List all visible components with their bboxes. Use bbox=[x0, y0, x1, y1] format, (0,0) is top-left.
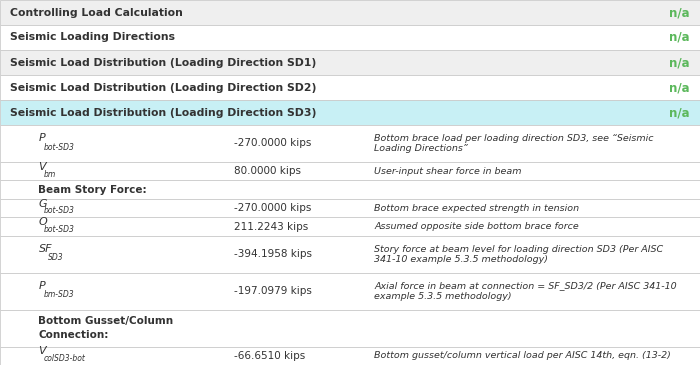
Bar bbox=[0, 100, 700, 125]
Text: P: P bbox=[38, 133, 46, 143]
Text: G: G bbox=[38, 199, 47, 209]
Text: n/a: n/a bbox=[669, 31, 690, 44]
Bar bbox=[0, 180, 700, 199]
Text: Seismic Load Distribution (Loading Direction SD2): Seismic Load Distribution (Loading Direc… bbox=[10, 82, 317, 92]
Text: -270.0000 kips: -270.0000 kips bbox=[234, 203, 312, 213]
Bar bbox=[0, 0, 700, 25]
Text: Seismic Load Distribution (Loading Direction SD3): Seismic Load Distribution (Loading Direc… bbox=[10, 108, 317, 118]
Text: Assumed opposite side bottom brace force: Assumed opposite side bottom brace force bbox=[374, 222, 580, 231]
Text: bm: bm bbox=[44, 170, 56, 178]
Text: colSD3-bot: colSD3-bot bbox=[44, 354, 86, 363]
Bar bbox=[0, 273, 700, 310]
Text: bm-SD3: bm-SD3 bbox=[44, 290, 75, 299]
Text: n/a: n/a bbox=[669, 81, 690, 94]
Text: -197.0979 kips: -197.0979 kips bbox=[234, 286, 312, 296]
Bar bbox=[0, 346, 700, 365]
Bar bbox=[0, 50, 700, 75]
Text: Beam Story Force:: Beam Story Force: bbox=[38, 185, 147, 195]
Text: P: P bbox=[38, 281, 46, 291]
Bar bbox=[0, 125, 700, 162]
Text: Seismic Loading Directions: Seismic Loading Directions bbox=[10, 32, 176, 42]
Text: bot-SD3: bot-SD3 bbox=[44, 143, 75, 151]
Bar bbox=[0, 162, 700, 180]
Bar bbox=[0, 236, 700, 273]
Text: 341-10 example 5.3.5 methodology): 341-10 example 5.3.5 methodology) bbox=[374, 255, 549, 264]
Text: Loading Directions”: Loading Directions” bbox=[374, 144, 468, 153]
Text: V: V bbox=[38, 346, 46, 356]
Bar bbox=[0, 217, 700, 236]
Text: Connection:: Connection: bbox=[38, 330, 109, 340]
Text: 211.2243 kips: 211.2243 kips bbox=[234, 222, 309, 231]
Text: SF: SF bbox=[38, 244, 52, 254]
Text: Bottom gusset/column vertical load per AISC 14th, eqn. (13-2): Bottom gusset/column vertical load per A… bbox=[374, 351, 671, 360]
Text: -66.6510 kips: -66.6510 kips bbox=[234, 351, 306, 361]
Bar bbox=[0, 310, 700, 346]
Text: Bottom brace load per loading direction SD3, see “Seismic: Bottom brace load per loading direction … bbox=[374, 134, 654, 143]
Text: -394.1958 kips: -394.1958 kips bbox=[234, 249, 312, 259]
Text: bot-SD3: bot-SD3 bbox=[44, 225, 75, 234]
Text: Axial force in beam at connection = SF_SD3/2 (Per AISC 341-10: Axial force in beam at connection = SF_S… bbox=[374, 281, 677, 291]
Text: Bottom Gusset/Column: Bottom Gusset/Column bbox=[38, 316, 174, 326]
Bar bbox=[0, 75, 700, 100]
Text: n/a: n/a bbox=[669, 106, 690, 119]
Text: Seismic Load Distribution (Loading Direction SD1): Seismic Load Distribution (Loading Direc… bbox=[10, 58, 316, 68]
Text: V: V bbox=[38, 162, 46, 172]
Text: n/a: n/a bbox=[669, 6, 690, 19]
Text: n/a: n/a bbox=[669, 56, 690, 69]
Text: Story force at beam level for loading direction SD3 (Per AISC: Story force at beam level for loading di… bbox=[374, 245, 664, 254]
Text: SD3: SD3 bbox=[48, 253, 63, 262]
Text: User-input shear force in beam: User-input shear force in beam bbox=[374, 167, 522, 176]
Bar bbox=[0, 25, 700, 50]
Text: -270.0000 kips: -270.0000 kips bbox=[234, 138, 312, 149]
Text: bot-SD3: bot-SD3 bbox=[44, 207, 75, 215]
Text: 80.0000 kips: 80.0000 kips bbox=[234, 166, 302, 176]
Text: example 5.3.5 methodology): example 5.3.5 methodology) bbox=[374, 292, 512, 301]
Bar bbox=[0, 199, 700, 217]
Text: Bottom brace expected strength in tension: Bottom brace expected strength in tensio… bbox=[374, 204, 580, 212]
Text: Controlling Load Calculation: Controlling Load Calculation bbox=[10, 8, 183, 18]
Text: O: O bbox=[38, 217, 48, 227]
